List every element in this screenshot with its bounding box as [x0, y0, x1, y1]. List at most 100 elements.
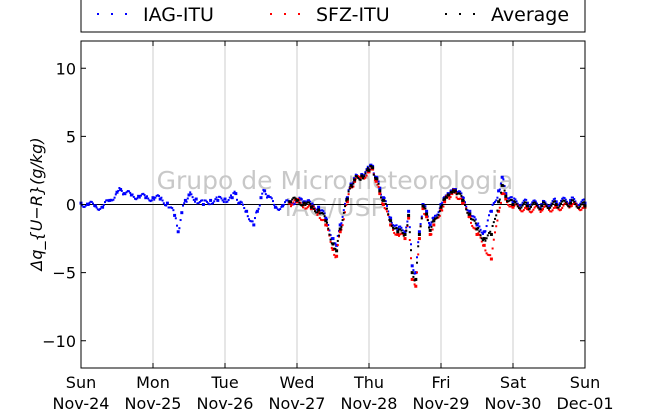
data-point [208, 203, 211, 206]
data-point [148, 199, 151, 202]
data-point [326, 224, 328, 227]
data-point [537, 204, 540, 207]
data-point [300, 198, 303, 201]
data-point [443, 197, 447, 201]
data-point [345, 200, 349, 204]
data-point [363, 174, 366, 177]
data-point [466, 209, 469, 212]
data-point [417, 232, 421, 236]
data-point [530, 205, 532, 208]
data-point [331, 247, 335, 251]
data-point [539, 206, 542, 209]
data-point [551, 200, 554, 203]
y-tick-label: 10 [56, 59, 76, 78]
data-point [201, 199, 204, 202]
data-point [354, 175, 357, 178]
data-point [412, 269, 415, 272]
data-point [498, 198, 501, 201]
data-point [416, 256, 418, 259]
data-point [567, 205, 570, 208]
data-point [308, 204, 310, 207]
data-point [96, 208, 99, 211]
legend-label: IAG-ITU [143, 4, 214, 26]
data-point [516, 204, 519, 207]
data-point [401, 229, 404, 232]
data-point [147, 197, 150, 200]
data-point [302, 201, 306, 205]
data-point [578, 206, 580, 209]
data-point [485, 225, 488, 228]
data-point [105, 199, 108, 202]
data-point [573, 201, 576, 204]
data-point [416, 271, 418, 274]
data-point [436, 213, 439, 216]
data-point [486, 234, 489, 237]
data-point [353, 178, 357, 182]
data-point [266, 194, 270, 198]
data-point [488, 254, 490, 257]
data-point [125, 191, 128, 194]
data-point [304, 207, 307, 210]
data-point [468, 209, 472, 213]
legend-box [80, 0, 586, 33]
data-point [335, 249, 339, 253]
data-point [393, 224, 396, 227]
data-point [521, 204, 524, 207]
data-point [314, 208, 316, 211]
data-point [259, 196, 263, 200]
data-point [425, 215, 429, 219]
data-point [331, 242, 335, 246]
data-point [449, 196, 452, 199]
data-point [363, 175, 366, 178]
data-point [410, 257, 412, 260]
data-point [292, 201, 295, 204]
data-point [557, 208, 560, 211]
data-point [437, 213, 440, 216]
data-point [341, 224, 344, 227]
data-point [168, 206, 171, 209]
data-point [95, 206, 98, 209]
data-point [364, 171, 367, 174]
data-point [437, 211, 440, 214]
data-point [198, 201, 201, 204]
data-point [196, 202, 199, 205]
data-point [119, 188, 123, 192]
data-point [461, 201, 465, 205]
data-point [221, 199, 224, 202]
data-point [572, 196, 574, 199]
data-point [478, 230, 481, 233]
data-point [215, 196, 218, 199]
data-point [417, 253, 420, 256]
data-point [398, 225, 400, 228]
data-point [486, 253, 489, 256]
data-point [502, 178, 505, 181]
data-point [132, 195, 135, 198]
data-point [140, 194, 142, 197]
data-point [558, 202, 561, 205]
data-point [522, 208, 525, 211]
data-point [495, 225, 498, 228]
data-point [479, 236, 482, 239]
data-point [292, 196, 295, 199]
data-point [472, 226, 475, 229]
data-point [435, 214, 438, 217]
data-point [321, 219, 324, 222]
data-point [465, 208, 468, 211]
data-point [233, 190, 236, 193]
data-point [381, 203, 385, 206]
data-point [113, 196, 116, 199]
data-point [581, 201, 584, 204]
data-point [318, 212, 321, 215]
data-point [392, 228, 394, 231]
data-point [550, 210, 553, 213]
data-point [263, 189, 267, 193]
data-point [155, 194, 158, 197]
data-point [410, 243, 412, 246]
data-point [322, 218, 325, 221]
data-point [566, 203, 568, 206]
data-point [525, 207, 529, 211]
data-point [354, 173, 357, 176]
data-point [509, 196, 512, 199]
data-point [315, 208, 318, 211]
